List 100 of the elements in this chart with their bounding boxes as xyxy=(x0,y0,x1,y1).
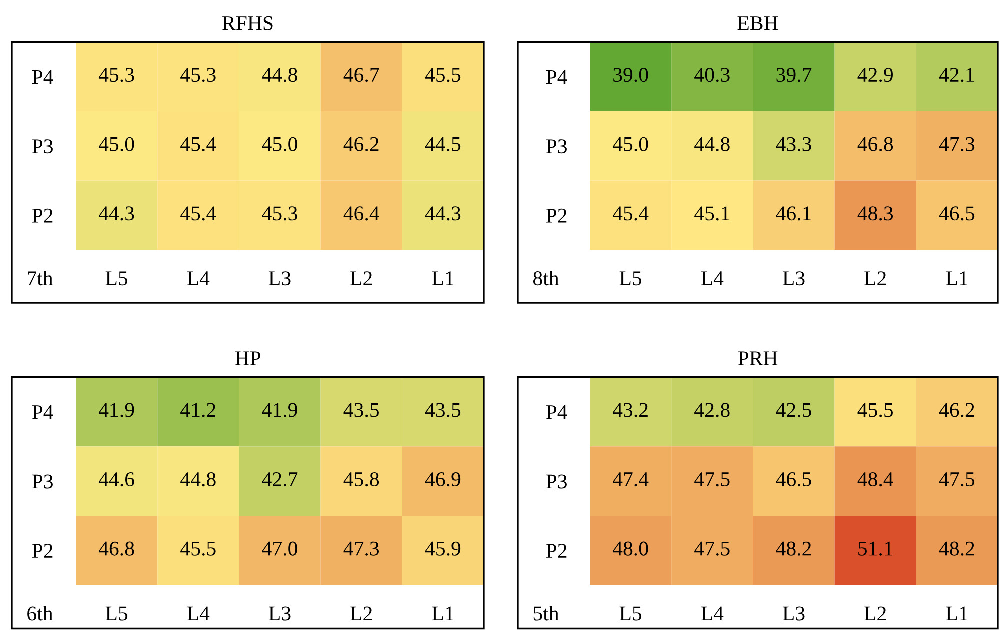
data-label: 45.1 xyxy=(694,206,730,221)
data-label: 45.4 xyxy=(180,137,216,152)
data-label: 46.2 xyxy=(344,137,379,152)
data-label: 45.9 xyxy=(425,542,461,556)
x-tick-label: L5 xyxy=(106,606,128,621)
x-tick-label: L5 xyxy=(620,606,642,621)
x-tick-label: L3 xyxy=(269,606,291,621)
data-label: 45.3 xyxy=(262,206,298,221)
data-label: 39.7 xyxy=(776,68,812,82)
y-tick-label: P3 xyxy=(32,140,53,154)
y-tick-label: P3 xyxy=(546,474,567,489)
x-tick-label: L2 xyxy=(350,606,372,621)
data-label: 46.8 xyxy=(858,137,894,152)
data-label: 44.5 xyxy=(425,137,461,152)
annotation: 7th xyxy=(28,270,54,286)
x-tick-label: L1 xyxy=(432,606,454,621)
data-label: 47.3 xyxy=(344,542,380,556)
data-label: 43.5 xyxy=(344,403,380,418)
y-tick-label: P3 xyxy=(32,474,53,489)
data-label: 46.8 xyxy=(98,542,134,556)
chart-title: HP xyxy=(235,352,260,366)
data-label: 45.4 xyxy=(180,206,216,221)
annotation: 8th xyxy=(533,270,560,286)
data-label: 39.0 xyxy=(614,68,648,82)
chart-title: EBH xyxy=(738,16,778,30)
data-label: 48.2 xyxy=(776,542,812,556)
y-tick-label: P2 xyxy=(546,544,567,558)
data-label: 47.5 xyxy=(939,472,975,487)
x-tick-label: L4 xyxy=(187,272,210,286)
data-label: 46.2 xyxy=(939,403,974,418)
data-label: 42.9 xyxy=(858,68,893,82)
y-tick-label: P4 xyxy=(32,70,54,84)
annotation: 5th xyxy=(534,606,560,621)
data-label: 44.8 xyxy=(694,137,730,152)
data-label: 46.1 xyxy=(776,206,811,221)
x-tick-label: L4 xyxy=(187,606,210,621)
y-tick-label: P2 xyxy=(546,208,567,223)
data-label: 42.1 xyxy=(939,68,974,82)
data-label: 44.6 xyxy=(98,472,134,487)
y-tick-label: P3 xyxy=(546,140,567,154)
y-tick-label: P4 xyxy=(32,406,54,420)
annotation: 6th xyxy=(28,606,54,621)
data-label: 51.1 xyxy=(858,542,893,556)
data-label: 45.5 xyxy=(180,542,216,556)
data-label: 41.2 xyxy=(180,403,216,418)
data-label: 47.5 xyxy=(694,472,730,487)
x-tick-label: L2 xyxy=(350,272,372,286)
x-tick-label: L2 xyxy=(864,606,886,621)
data-label: 47.4 xyxy=(612,472,649,487)
x-tick-label: L2 xyxy=(864,272,886,286)
data-label: 44.8 xyxy=(180,472,216,487)
data-label: 45.0 xyxy=(262,137,298,152)
data-label: 42.7 xyxy=(262,472,298,487)
data-label: 45.3 xyxy=(98,68,134,82)
y-tick-label: P2 xyxy=(32,544,53,558)
data-label: 45.5 xyxy=(425,68,461,82)
y-tick-label: P2 xyxy=(32,208,53,223)
data-label: 42.8 xyxy=(694,403,730,418)
x-tick-label: L4 xyxy=(701,272,724,286)
data-label: 45.4 xyxy=(612,206,649,221)
data-label: 41.9 xyxy=(98,403,134,418)
data-label: 46.9 xyxy=(425,472,461,487)
data-label: 44.3 xyxy=(425,206,461,221)
x-tick-label: L3 xyxy=(783,606,805,621)
data-label: 46.7 xyxy=(344,68,380,82)
x-tick-label: L1 xyxy=(946,606,968,621)
data-label: 40.3 xyxy=(694,68,730,82)
y-tick-label: P4 xyxy=(546,406,568,420)
data-label: 41.9 xyxy=(262,403,298,418)
x-tick-label: L1 xyxy=(946,272,968,286)
x-tick-label: L1 xyxy=(432,272,454,286)
data-label: 45.8 xyxy=(344,472,380,487)
x-tick-label: L5 xyxy=(106,272,128,286)
data-label: 42.5 xyxy=(776,403,812,418)
data-label: 47.3 xyxy=(939,137,975,152)
data-label: 46.5 xyxy=(939,206,975,221)
y-tick-label: P4 xyxy=(546,70,568,84)
chart-title: PRH xyxy=(738,352,778,366)
data-label: 43.3 xyxy=(776,137,812,152)
data-label: 47.5 xyxy=(694,542,730,556)
data-label: 45.5 xyxy=(858,403,894,418)
data-label: 44.3 xyxy=(98,206,134,221)
x-tick-label: L3 xyxy=(269,272,291,286)
data-label: 45.0 xyxy=(612,137,648,152)
x-tick-label: L3 xyxy=(783,272,805,286)
data-label: 48.3 xyxy=(858,206,894,221)
data-label: 46.5 xyxy=(776,472,812,487)
data-label: 43.2 xyxy=(612,403,648,418)
data-label: 48.2 xyxy=(939,542,974,556)
chart-title: RFHS xyxy=(222,16,273,30)
data-label: 47.0 xyxy=(262,542,298,556)
data-label: 48.4 xyxy=(858,472,894,487)
data-label: 45.3 xyxy=(180,68,216,82)
data-label: 45.0 xyxy=(98,137,134,152)
data-label: 46.4 xyxy=(344,206,380,221)
x-tick-label: L5 xyxy=(620,272,642,286)
x-tick-label: L4 xyxy=(701,606,724,621)
data-label: 48.0 xyxy=(612,542,648,556)
data-label: 43.5 xyxy=(425,403,461,418)
data-label: 44.8 xyxy=(262,68,298,82)
